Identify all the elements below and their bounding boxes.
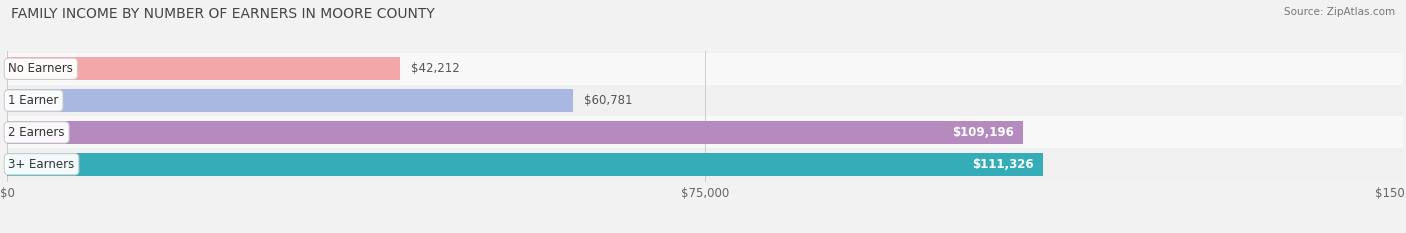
Text: $42,212: $42,212 xyxy=(411,62,460,75)
Bar xyxy=(7,85,1403,116)
Text: $60,781: $60,781 xyxy=(583,94,633,107)
Text: $111,326: $111,326 xyxy=(972,158,1033,171)
Text: No Earners: No Earners xyxy=(8,62,73,75)
Bar xyxy=(7,153,1043,176)
Text: $109,196: $109,196 xyxy=(952,126,1014,139)
Bar xyxy=(7,89,572,112)
Bar xyxy=(7,116,1403,148)
Bar xyxy=(7,121,1024,144)
Bar xyxy=(7,57,399,80)
Bar xyxy=(7,148,1403,180)
Bar xyxy=(7,53,1403,85)
Text: FAMILY INCOME BY NUMBER OF EARNERS IN MOORE COUNTY: FAMILY INCOME BY NUMBER OF EARNERS IN MO… xyxy=(11,7,434,21)
Text: 3+ Earners: 3+ Earners xyxy=(8,158,75,171)
Text: Source: ZipAtlas.com: Source: ZipAtlas.com xyxy=(1284,7,1395,17)
Text: 1 Earner: 1 Earner xyxy=(8,94,59,107)
Text: 2 Earners: 2 Earners xyxy=(8,126,65,139)
